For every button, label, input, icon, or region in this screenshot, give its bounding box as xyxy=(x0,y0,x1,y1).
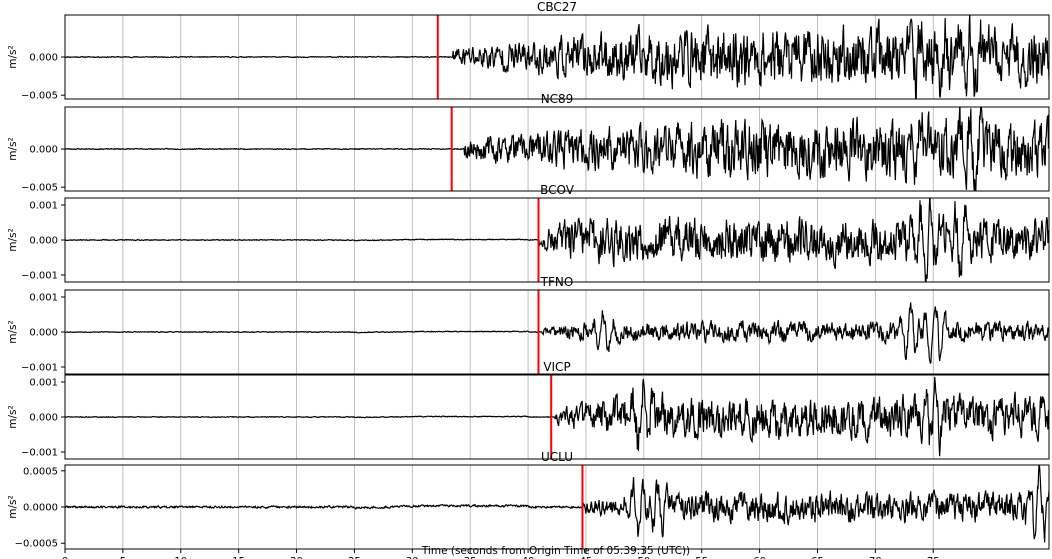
panel-uclu: 0.0005 0.0000 −0.0005 m/s² UCLU xyxy=(7,450,1050,550)
y-tick-label: 0.001 xyxy=(29,378,58,389)
x-axis-label: Time (seconds from Origin Time of 05:39:… xyxy=(421,545,690,557)
seismogram-trace xyxy=(65,465,1049,543)
station-title: UCLU xyxy=(541,450,573,464)
y-axis-label: m/s² xyxy=(7,405,19,428)
station-panels: 0.000−0.005m/s²CBC270.000−0.005m/s²NC890… xyxy=(7,0,1050,550)
x-tick-label: 55 xyxy=(695,556,708,559)
station-title: CBC27 xyxy=(537,0,577,14)
panel-tfno: 0.001 0.000 −0.001 m/s² TFNO xyxy=(7,275,1050,375)
station-title: VICP xyxy=(543,360,570,374)
y-tick-label: 0.001 xyxy=(29,201,58,212)
seismogram-trace xyxy=(65,198,1049,282)
y-tick-label: 0.000 xyxy=(29,53,58,64)
y-axis-label: m/s² xyxy=(7,495,19,518)
station-title: BCOV xyxy=(540,183,575,197)
y-axis-label: m/s² xyxy=(7,137,19,160)
y-tick-label: −0.001 xyxy=(21,448,58,459)
y-tick-label: 0.001 xyxy=(29,293,58,304)
panel-nc89: 0.000 −0.005 m/s² NC89 xyxy=(7,92,1050,194)
x-tick-label: 20 xyxy=(290,556,303,559)
y-axis-label: m/s² xyxy=(7,45,19,68)
x-tick-label: 10 xyxy=(174,556,187,559)
y-tick-label: −0.001 xyxy=(21,363,58,374)
x-tick-label: 15 xyxy=(232,556,245,559)
shared-x-axis: 0 5 10 15 20 25 30 35 40 45 50 55 60 65 70 75 xyxy=(62,549,940,559)
x-tick-label: 30 xyxy=(406,556,419,559)
y-tick-label: 0.000 xyxy=(29,145,58,156)
y-axis-label: m/s² xyxy=(7,320,19,343)
panel-bcov: 0.001 0.000 −0.001 m/s² BCOV xyxy=(7,183,1050,283)
station-title: NC89 xyxy=(541,92,574,106)
x-tick-label: 50 xyxy=(637,556,650,559)
y-tick-label: 0.000 xyxy=(29,328,58,339)
x-tick-label: 75 xyxy=(927,556,940,559)
x-tick-label: 65 xyxy=(811,556,824,559)
panel-cbc27: 0.000 −0.005 m/s² CBC27 xyxy=(7,0,1050,102)
x-tick-label: 40 xyxy=(522,556,535,559)
y-tick-label: −0.0005 xyxy=(15,539,58,550)
x-tick-label: 70 xyxy=(869,556,882,559)
y-tick-label: −0.005 xyxy=(21,183,58,194)
seismogram-trace xyxy=(65,107,1049,191)
x-tick-label: 25 xyxy=(348,556,361,559)
seismogram-trace xyxy=(65,376,1049,457)
y-tick-label: −0.001 xyxy=(21,271,58,282)
x-tick-label: 60 xyxy=(753,556,766,559)
x-tick-label: 5 xyxy=(120,556,126,559)
y-tick-label: 0.000 xyxy=(29,413,58,424)
panel-vicp: 0.001 0.000 −0.001 m/s² VICP xyxy=(7,360,1050,460)
y-axis-label: m/s² xyxy=(7,228,19,251)
seismogram-trace xyxy=(65,15,1049,99)
y-tick-label: −0.005 xyxy=(21,91,58,102)
x-tick-label: 45 xyxy=(580,556,593,559)
station-title: TFNO xyxy=(540,275,574,289)
y-tick-label: 0.0000 xyxy=(23,503,58,514)
y-tick-label: 0.0005 xyxy=(23,466,58,477)
x-tick-label: 0 xyxy=(62,556,68,559)
seismogram-trace xyxy=(65,302,1049,365)
x-tick-label: 35 xyxy=(464,556,477,559)
y-tick-label: 0.000 xyxy=(29,236,58,247)
